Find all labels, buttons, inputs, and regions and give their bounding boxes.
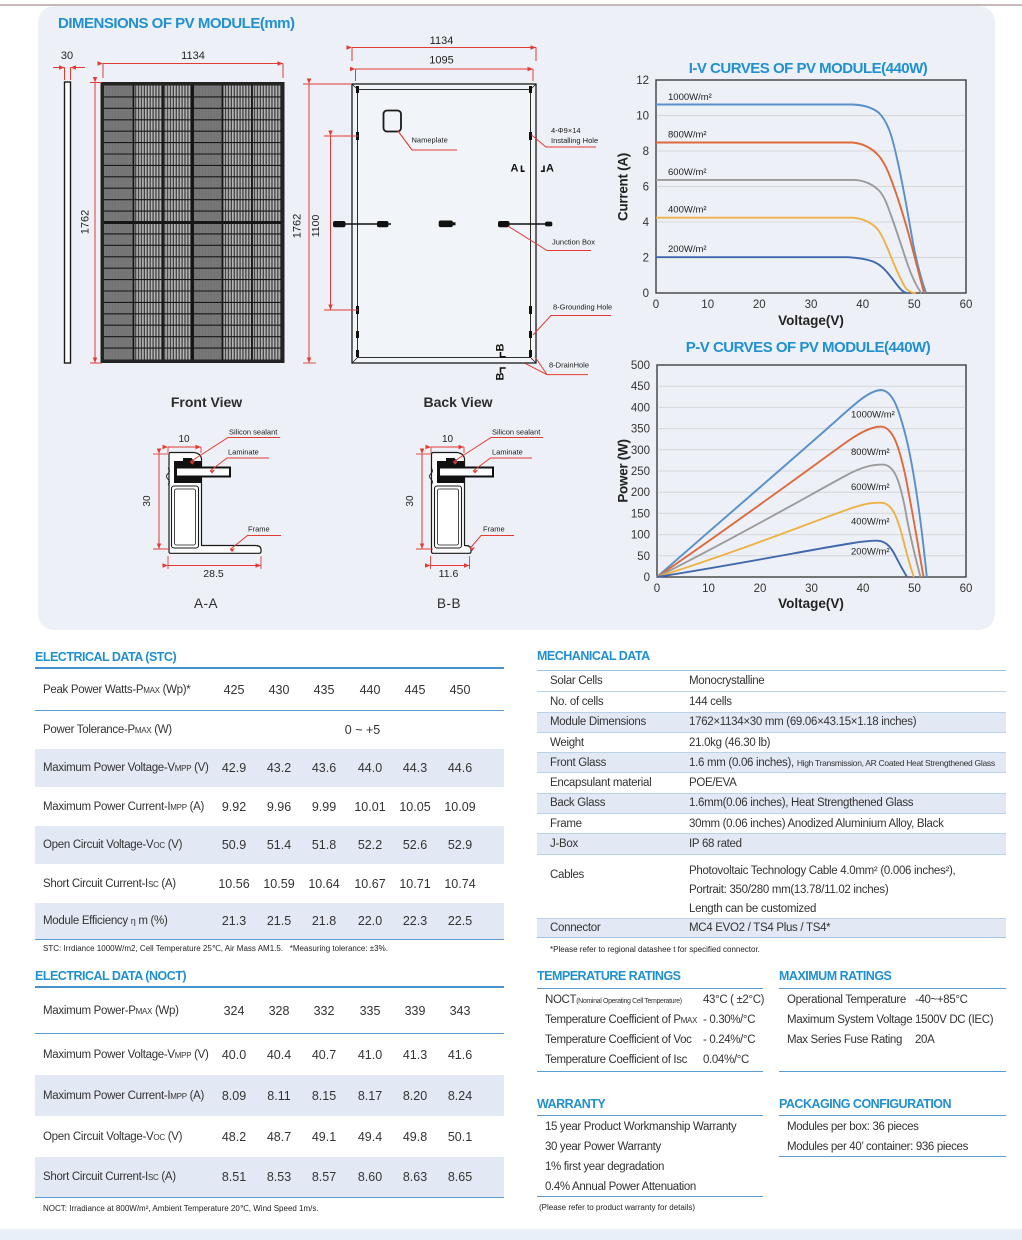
svg-text:600W/m²: 600W/m² [851,482,890,493]
svg-text:28.5: 28.5 [203,568,224,580]
svg-text:50: 50 [637,551,650,563]
svg-text:1000W/m²: 1000W/m² [851,410,895,421]
svg-text:B-B: B-B [437,596,461,611]
svg-text:400W/m²: 400W/m² [851,517,890,528]
svg-text:500: 500 [631,360,650,372]
svg-text:10: 10 [701,299,714,311]
svg-text:1095: 1095 [429,55,453,67]
svg-text:A: A [546,163,554,175]
svg-text:2: 2 [643,253,649,265]
svg-text:1134: 1134 [430,35,454,47]
svg-text:0: 0 [654,583,660,595]
svg-text:40: 40 [857,583,870,595]
svg-text:20: 20 [754,583,767,595]
svg-text:Silicon sealant: Silicon sealant [492,428,541,437]
svg-text:1100: 1100 [310,215,322,238]
svg-text:40: 40 [856,299,869,311]
svg-text:DIMENSIONS OF PV MODULE(mm): DIMENSIONS OF PV MODULE(mm) [58,15,295,32]
svg-text:50: 50 [908,299,921,311]
svg-text:250: 250 [631,466,650,478]
svg-text:Installing Hole: Installing Hole [551,136,598,145]
svg-text:Nameplate: Nameplate [412,136,448,145]
svg-text:Laminate: Laminate [492,448,523,457]
svg-text:350: 350 [631,424,650,436]
svg-text:B: B [495,373,507,381]
svg-text:0: 0 [643,288,649,300]
svg-text:600W/m²: 600W/m² [668,167,707,178]
svg-text:30: 30 [142,495,153,507]
svg-text:1762: 1762 [80,210,92,234]
svg-text:1762: 1762 [292,214,304,238]
svg-text:400W/m²: 400W/m² [668,205,707,216]
svg-text:Junction Box: Junction Box [552,238,595,247]
svg-text:6: 6 [643,182,649,194]
svg-text:Current (A): Current (A) [616,153,631,221]
svg-text:11.6: 11.6 [439,568,459,580]
svg-text:10: 10 [702,583,715,595]
svg-text:50: 50 [908,583,921,595]
svg-text:4: 4 [643,217,650,229]
svg-text:30: 30 [405,495,416,507]
svg-text:A-A: A-A [194,596,218,611]
svg-text:1134: 1134 [181,50,205,62]
svg-text:200: 200 [631,487,650,499]
svg-text:Frame: Frame [248,525,270,534]
svg-text:60: 60 [960,299,973,311]
svg-text:Silicon sealant: Silicon sealant [229,428,278,437]
svg-text:Back View: Back View [423,394,492,410]
svg-text:Front View: Front View [171,394,242,410]
svg-text:200W/m²: 200W/m² [668,244,707,255]
svg-text:400: 400 [631,402,650,414]
svg-text:P-V CURVES OF PV MODULE(440W): P-V CURVES OF PV MODULE(440W) [686,339,931,356]
svg-text:30: 30 [805,299,818,311]
svg-text:12: 12 [636,75,649,87]
svg-text:30: 30 [61,50,73,62]
svg-text:A: A [511,163,519,175]
svg-text:Power (W): Power (W) [616,439,631,502]
svg-text:I-V CURVES OF PV MODULE(440W): I-V CURVES OF PV MODULE(440W) [689,60,928,77]
svg-text:8-DrainHole: 8-DrainHole [549,361,589,370]
svg-text:4-Φ9×14: 4-Φ9×14 [551,126,581,135]
svg-text:Voltage(V): Voltage(V) [778,596,844,611]
svg-text:30: 30 [805,583,818,595]
svg-text:800W/m²: 800W/m² [668,130,707,141]
svg-text:0: 0 [644,572,650,584]
svg-text:450: 450 [631,381,650,393]
svg-text:100: 100 [631,530,650,542]
svg-text:150: 150 [631,508,650,520]
svg-text:Frame: Frame [483,525,505,534]
svg-text:8: 8 [643,146,649,158]
svg-text:300: 300 [631,445,650,457]
svg-text:0: 0 [653,299,659,311]
svg-text:1000W/m²: 1000W/m² [668,92,712,103]
svg-text:200W/m²: 200W/m² [851,547,890,558]
svg-text:Laminate: Laminate [228,448,259,457]
svg-text:10: 10 [636,111,649,123]
svg-text:10: 10 [442,434,454,445]
svg-text:800W/m²: 800W/m² [851,447,890,458]
svg-text:20: 20 [753,299,766,311]
svg-text:60: 60 [960,583,973,595]
svg-text:10: 10 [178,434,190,445]
svg-text:8-Grounding Hole: 8-Grounding Hole [553,303,612,312]
svg-text:B: B [495,344,507,352]
svg-text:Voltage(V): Voltage(V) [778,313,844,328]
